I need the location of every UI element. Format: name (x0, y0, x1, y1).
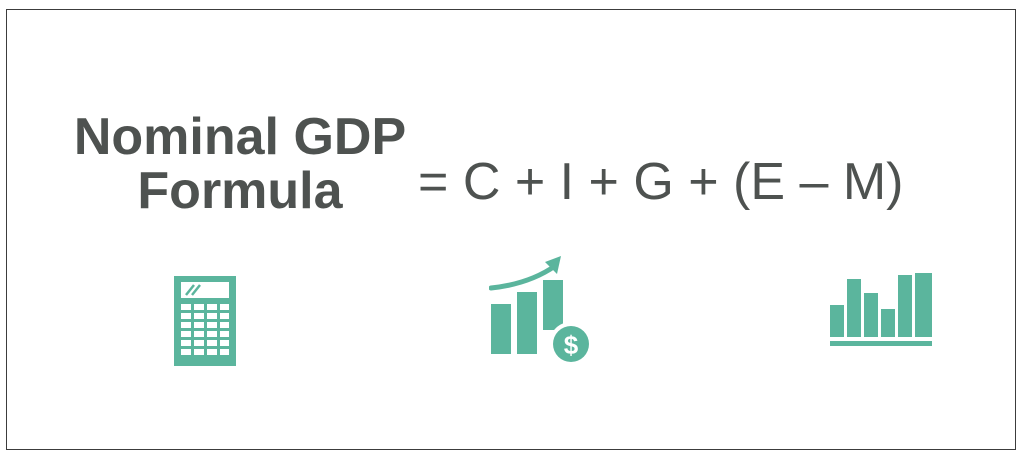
bar-chart-icon (828, 271, 934, 349)
calculator-icon (174, 276, 236, 366)
growth-chart-dollar-icon: $ (489, 254, 597, 368)
title-line-1: Nominal GDP (73, 108, 407, 166)
svg-text:$: $ (564, 330, 579, 360)
formula-expression: = C + I + G + (E – M) (418, 153, 904, 211)
formula-title: Nominal GDP Formula (60, 110, 420, 218)
card-frame (6, 9, 1016, 450)
title-line-2: Formula (137, 162, 343, 220)
